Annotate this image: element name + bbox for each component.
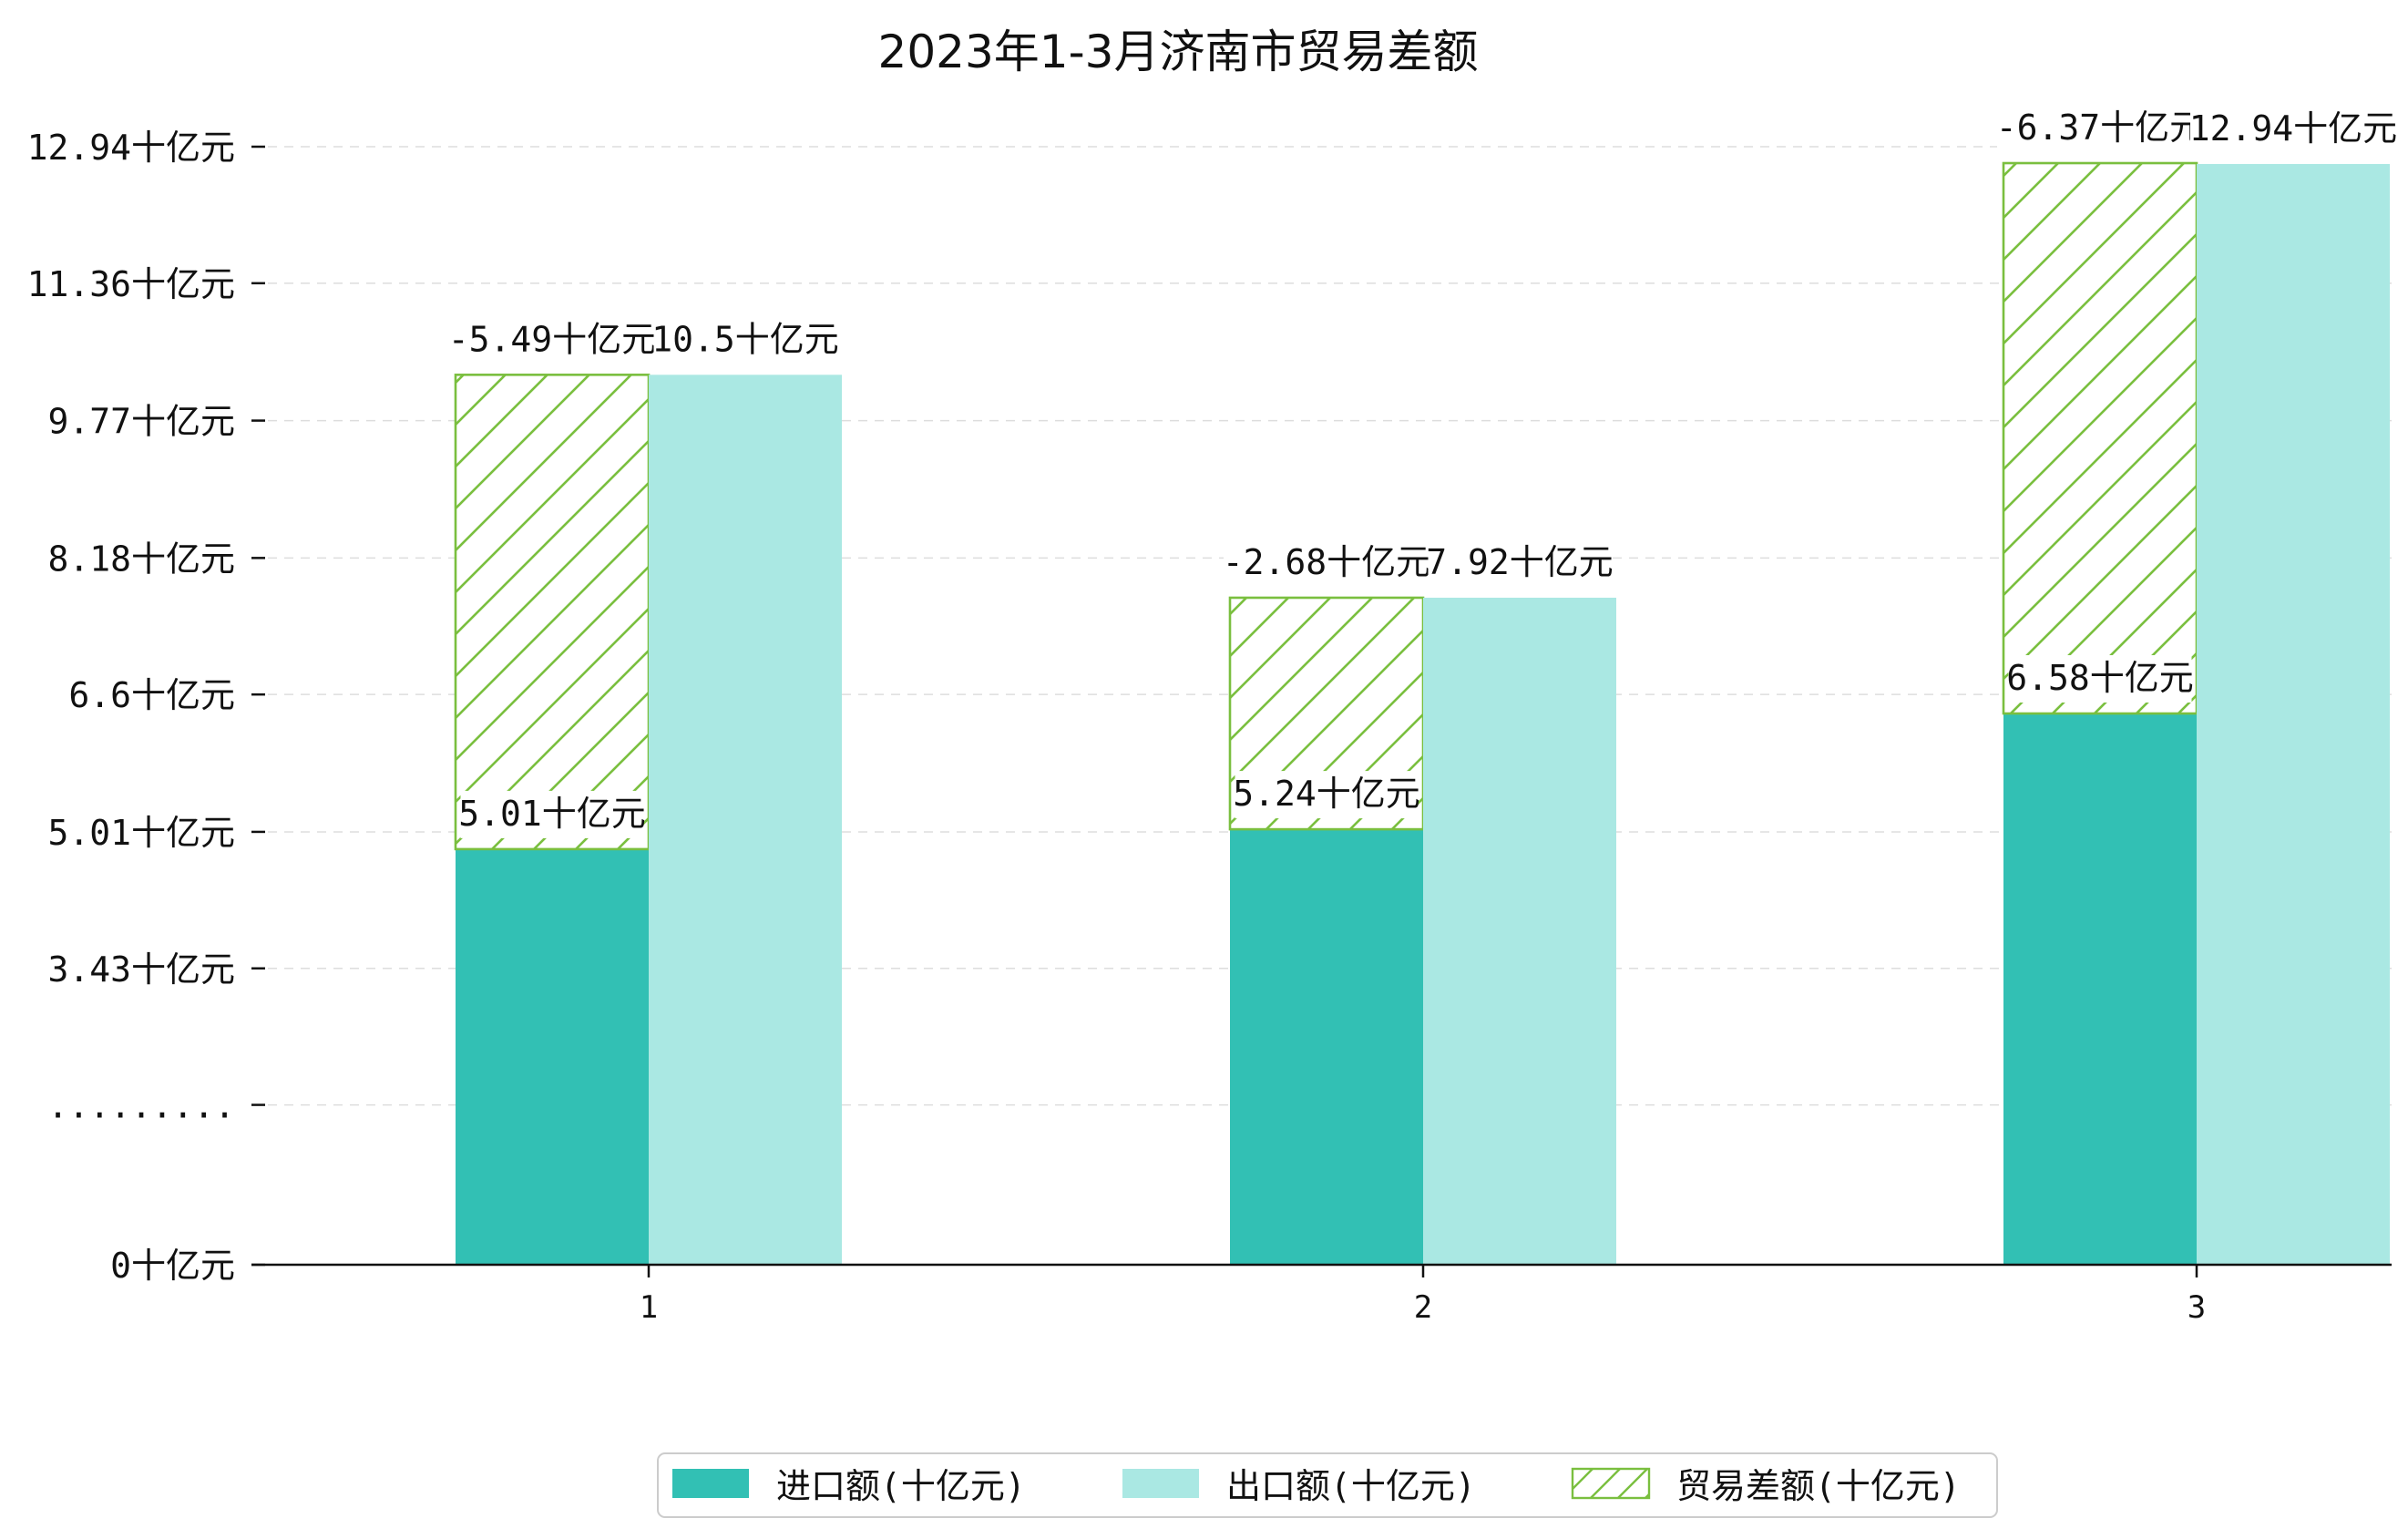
bar-export [1423, 597, 1616, 1265]
data-label-export: 12.94十亿元 [2189, 108, 2397, 149]
bars [454, 161, 2390, 1265]
data-label-import: 5.24十亿元 [1233, 774, 1420, 814]
data-label-import-bg [2008, 655, 2192, 703]
data-label-import-bg [1235, 771, 1419, 819]
data-label-trade-balance-bg [449, 316, 655, 364]
y-tick-label: 11.36十亿元 [27, 264, 235, 304]
legend-label-balance: 贸易差额(十亿元) [1676, 1466, 1961, 1506]
y-tick-label: 3.43十亿元 [47, 949, 235, 990]
chart-title: 2023年1-3月济南市贸易差额 [878, 26, 1479, 78]
bar-export [2197, 163, 2390, 1265]
y-tick-label: 5.01十亿元 [47, 813, 235, 853]
data-label-export: 10.5十亿元 [651, 319, 839, 359]
data-label-export-bg [2190, 105, 2396, 153]
legend-frame [657, 1452, 1998, 1518]
legend-swatch-import [672, 1469, 749, 1498]
data-label-trade-balance: -5.49十亿元 [448, 319, 656, 359]
data-label-trade-balance: -2.68十亿元 [1223, 542, 1430, 582]
bar-import [2003, 713, 2197, 1265]
y-tick-label: 12.94十亿元 [27, 128, 235, 168]
data-label-export: 7.92十亿元 [1426, 542, 1614, 582]
y-tick-label: 9.77十亿元 [47, 402, 235, 442]
legend-label-import: 进口额(十亿元) [776, 1466, 1026, 1506]
bar-trade-balance [2002, 161, 2198, 715]
y-tick-label: ......... [47, 1086, 235, 1126]
data-label-import-bg [460, 790, 644, 838]
legend: 进口额(十亿元) 出口额(十亿元) 贸易差额(十亿元) [657, 1452, 1998, 1518]
bar-export [649, 374, 842, 1265]
data-label-trade-balance-bg [1224, 539, 1429, 587]
bar-import [1230, 829, 1423, 1265]
tick-labels: 0十亿元......... 3.43十亿元 5.01十亿元 6.6十亿元 8.18十亿元… [27, 128, 2207, 1326]
x-tick-label: 1 [640, 1289, 658, 1326]
y-tick-label: 8.18十亿元 [47, 539, 235, 579]
data-label-import: 5.01十亿元 [458, 794, 646, 834]
data-label-export-bg [653, 316, 837, 364]
legend-swatch-balance [1571, 1467, 1651, 1500]
legend-label-export: 出口额(十亿元) [1226, 1466, 1476, 1506]
data-label-export-bg [1428, 539, 1612, 587]
data-label-trade-balance-bg [1997, 105, 2203, 153]
data-label-trade-balance: -6.37十亿元 [1996, 108, 2204, 148]
data-label-import: 6.58十亿元 [2006, 658, 2194, 698]
x-tick-label: 2 [1414, 1289, 1432, 1326]
x-tick-label: 3 [2188, 1289, 2206, 1326]
y-tick-label: 6.6十亿元 [68, 675, 235, 715]
axes [251, 145, 2392, 1277]
y-tick-label: 0十亿元 [110, 1246, 235, 1286]
bar-import [456, 848, 649, 1265]
legend-swatch-export [1122, 1469, 1199, 1498]
bar-trade-balance [454, 374, 651, 851]
